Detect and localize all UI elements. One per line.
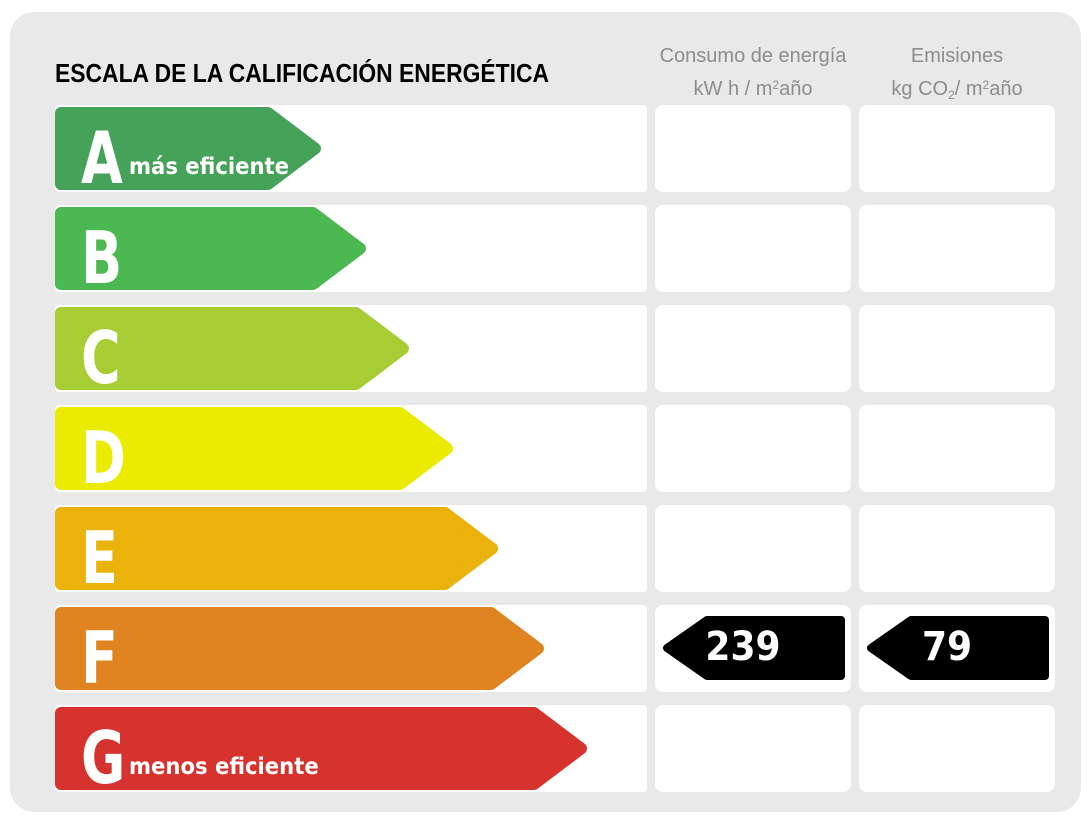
rating-row: F 239 79: [55, 605, 1055, 701]
value-arrow-left-icon: [663, 616, 845, 680]
consumption-value: 239: [705, 624, 781, 670]
page-title: ESCALA DE LA CALIFICACIÓN ENERGÉTICA: [55, 58, 550, 88]
rating-track: A más eficiente: [55, 105, 647, 201]
consumption-marker: 239: [659, 616, 845, 680]
energy-label-panel: ESCALA DE LA CALIFICACIÓN ENERGÉTICA Con…: [10, 12, 1081, 812]
rating-arrow-icon: [55, 107, 321, 190]
rating-track: D: [55, 405, 647, 501]
rating-row: D: [55, 405, 1055, 501]
rating-row: A más eficiente: [55, 105, 1055, 201]
rating-row: G menos eficiente: [55, 705, 1055, 801]
consumption-cell: [655, 205, 851, 292]
consumption-cell: [655, 405, 851, 492]
rating-letter: F: [81, 616, 118, 701]
rating-letter: C: [81, 316, 121, 401]
emissions-cell: [859, 205, 1055, 292]
emissions-header-line1: Emisiones: [910, 45, 1004, 67]
rating-letter: D: [81, 416, 126, 501]
value-arrow-left-icon: [867, 616, 1049, 680]
emissions-cell: [859, 305, 1055, 392]
rating-row: C: [55, 305, 1055, 401]
emissions-marker: 79: [863, 616, 1049, 680]
consumption-header-line1: Consumo de energía: [659, 45, 847, 67]
consumption-cell: [655, 705, 851, 792]
rating-track: B: [55, 205, 647, 301]
consumption-cell: [655, 505, 851, 592]
consumption-column-header: Consumo de energía kW h / m2año: [643, 42, 863, 104]
emissions-column-header: Emisiones kg CO2/ m2año: [847, 42, 1067, 110]
rating-letter: B: [81, 216, 123, 301]
consumption-cell: 239: [655, 605, 851, 692]
rating-letter: G: [81, 716, 126, 801]
rating-track: G menos eficiente: [55, 705, 647, 801]
rating-note: menos eficiente: [129, 754, 319, 780]
rating-arrow-icon: [55, 507, 498, 590]
emissions-header-unit: kg CO2/ m2año: [891, 78, 1023, 102]
rating-track: C: [55, 305, 647, 401]
rating-row: B: [55, 205, 1055, 301]
rating-letter: E: [81, 516, 118, 601]
rating-track: F: [55, 605, 647, 701]
rating-row: E: [55, 505, 1055, 601]
emissions-cell: [859, 705, 1055, 792]
emissions-value: 79: [921, 624, 973, 670]
emissions-cell: 79: [859, 605, 1055, 692]
consumption-cell: [655, 305, 851, 392]
rating-arrow-icon: [55, 307, 409, 390]
rating-track: E: [55, 505, 647, 601]
emissions-cell: [859, 505, 1055, 592]
emissions-cell: [859, 105, 1055, 192]
rating-arrow-icon: [55, 707, 587, 790]
rating-arrow-icon: [55, 207, 366, 290]
emissions-cell: [859, 405, 1055, 492]
consumption-cell: [655, 105, 851, 192]
rating-letter: A: [81, 116, 123, 201]
rating-arrow-icon: [55, 607, 544, 690]
rating-note: más eficiente: [129, 154, 290, 180]
consumption-header-unit: kW h / m2año: [693, 78, 813, 100]
rating-arrow-icon: [55, 407, 453, 490]
